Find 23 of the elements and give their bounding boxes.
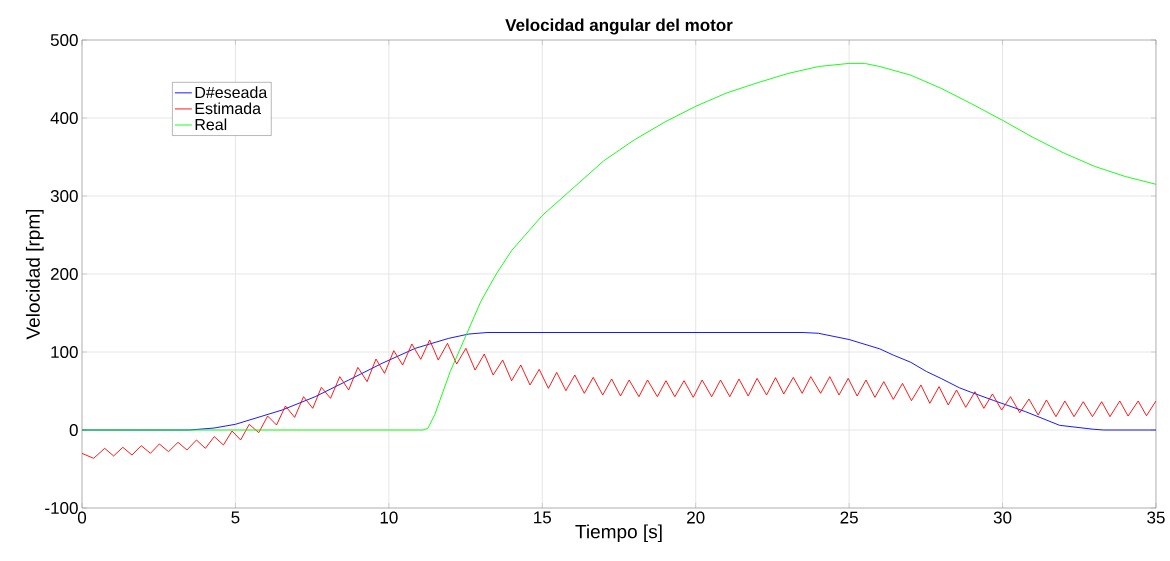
x-axis-title: Tiempo [s] xyxy=(575,524,662,543)
legend-label: D#eseada xyxy=(195,86,268,99)
x-tick-label: 15 xyxy=(534,511,552,524)
x-tick-label: 20 xyxy=(687,511,705,524)
y-tick-label: 500 xyxy=(50,33,78,47)
x-tick-label: 0 xyxy=(77,511,87,524)
x-tick-label: 5 xyxy=(231,511,240,524)
chart-title: Velocidad angular del motor xyxy=(505,18,733,35)
legend-label: Real xyxy=(195,118,227,131)
x-tick-label: 25 xyxy=(840,511,858,524)
y-tick-label: 200 xyxy=(50,267,78,281)
y-tick-label: -100 xyxy=(45,501,78,515)
legend-label: Estimada xyxy=(195,102,262,115)
x-tick-label: 30 xyxy=(993,511,1012,524)
x-tick-label: 10 xyxy=(380,511,398,524)
x-tick-label: 35 xyxy=(1147,511,1165,524)
y-tick-label: 400 xyxy=(50,111,78,125)
line-series xyxy=(82,62,1156,431)
line-series xyxy=(82,339,1156,459)
y-tick-label: 0 xyxy=(69,423,78,437)
y-tick-label: 300 xyxy=(50,189,78,203)
y-tick-label: 100 xyxy=(51,345,78,359)
y-axis-title: Velocidad [rpm] xyxy=(25,209,44,340)
